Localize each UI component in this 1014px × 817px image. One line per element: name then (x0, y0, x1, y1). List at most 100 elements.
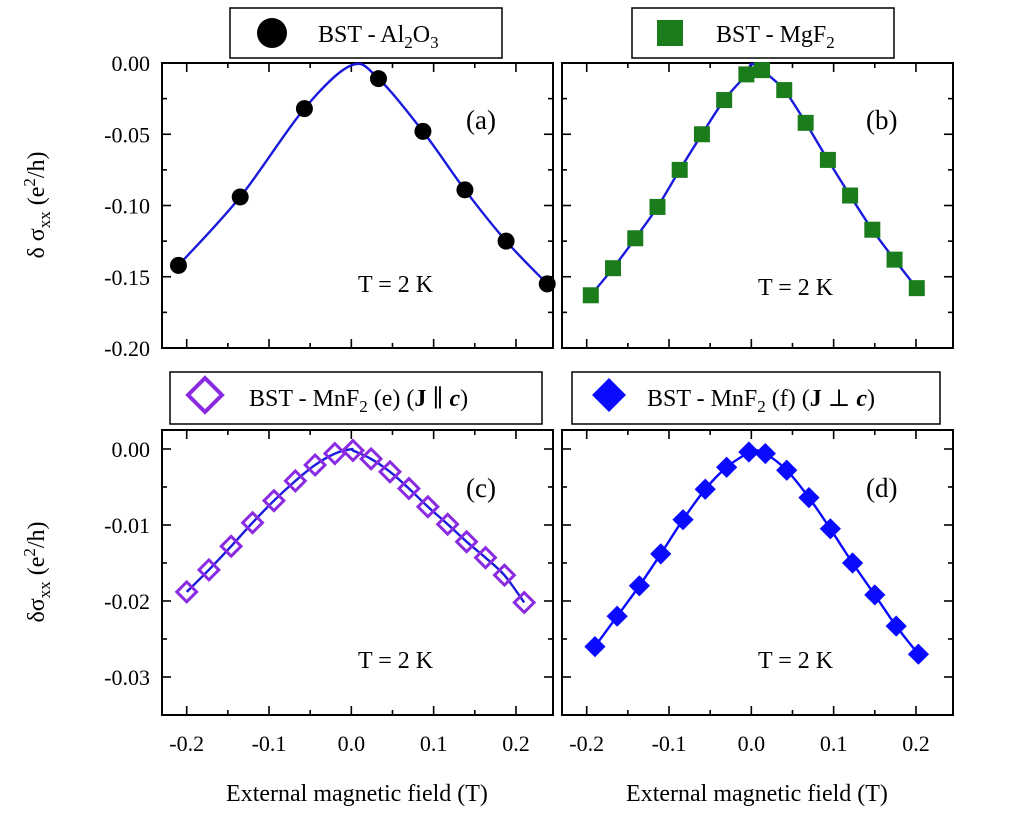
panel-d: -0.2 -0.1 0.0 0.1 0.2 (d) T = 2 K BST - MnF2… (561, 371, 954, 756)
legend-marker-circle (257, 18, 287, 48)
legend-text-d: BST - MnF2 (f) (J ⊥ c) (647, 386, 875, 416)
legend-b-prefix: BST - MgF (716, 22, 826, 48)
data-point-c (359, 446, 384, 471)
legend-c-ital: c (450, 386, 461, 412)
ylabel-top-sup: 2 (20, 178, 39, 187)
x-tick-label: 0.2 (902, 731, 930, 756)
ticks-b (562, 62, 953, 349)
panel-c: 0.00 -0.01 -0.02 -0.03 -0.2 -0.1 0.0 0.1 0.2 (c… (104, 371, 554, 756)
legend-a-sub2: 3 (430, 33, 439, 52)
data-point-a (231, 188, 249, 206)
x-tick-label: -0.1 (652, 731, 687, 756)
legend-d-rel: ⊥ (822, 386, 857, 412)
ytick-labels-c: 0.00 -0.01 -0.02 -0.03 (104, 437, 150, 690)
ylabel-top: δ σxx (e2/h) (20, 151, 54, 258)
data-point-c (473, 545, 498, 570)
ylabel-top-unit-close: /h) (24, 151, 50, 178)
legend-box-c (169, 371, 543, 425)
data-point-c (283, 468, 308, 493)
data-point-c (261, 488, 286, 513)
data-point-c (454, 529, 479, 554)
x-tick-label: -0.2 (569, 731, 604, 756)
data-points-b (582, 62, 925, 304)
data-point-d (907, 643, 930, 665)
data-point-a (497, 232, 515, 250)
legend-c-sub1: 2 (359, 397, 368, 416)
legend-c-rel: ∥ (426, 386, 449, 412)
data-point-b (605, 260, 622, 277)
data-point-c (377, 459, 403, 484)
data-point-b (671, 161, 688, 178)
data-point-c (396, 476, 421, 501)
xtick-labels-c: -0.2 -0.1 0.0 0.1 0.2 (169, 731, 529, 756)
legend-d-ital: c (856, 386, 867, 412)
legend-c: BST - MnF2 (e) (J ∥ c) (169, 371, 543, 425)
temperature-label-b: T = 2 K (758, 275, 834, 301)
y-tick-label: -0.01 (104, 513, 150, 538)
plot-frame-c (161, 429, 554, 716)
fit-curve-a (177, 62, 549, 285)
data-point-d (694, 478, 716, 500)
legend-c-bold: J (414, 386, 426, 412)
data-point-d (584, 635, 606, 658)
y-tick-label: -0.15 (104, 265, 150, 290)
data-point-c (303, 452, 328, 477)
ylabel-top-sub: xx (35, 211, 54, 229)
data-point-b (649, 198, 666, 215)
ylabel-bottom-unit-close: /h) (24, 521, 50, 548)
legend-d-close: ) (867, 386, 875, 412)
legend-d-prefix: BST - MnF (647, 386, 757, 412)
temperature-label-a: T = 2 K (358, 272, 434, 298)
legend-d-after: (f) ( (766, 386, 810, 412)
data-point-b (776, 82, 793, 99)
panel-b: (b) T = 2 K BST - MgF2 (561, 7, 954, 349)
x-tick-label: 0.1 (420, 731, 448, 756)
legend-c-prefix: BST - MnF (249, 386, 359, 412)
legend-marker-square (657, 20, 683, 46)
legend-a-prefix: BST - Al (318, 22, 405, 48)
legend-marker-filled-diamond (592, 378, 626, 412)
data-point-d (819, 518, 841, 540)
data-point-c (322, 441, 347, 466)
data-point-b (908, 280, 925, 297)
legend-c-after: (e) ( (368, 386, 415, 412)
ylabel-bottom-sub: xx (35, 581, 54, 599)
data-point-b (819, 151, 836, 168)
data-point-a (369, 70, 387, 88)
data-point-b (582, 287, 599, 304)
data-point-d (798, 487, 820, 509)
data-point-d (606, 605, 628, 627)
fit-curve-c (185, 447, 526, 604)
legend-c-close: ) (460, 386, 468, 412)
data-points-d (584, 441, 930, 665)
legend-b-sub1: 2 (826, 33, 835, 52)
ticks-a (162, 62, 553, 349)
y-tick-label: 0.00 (112, 437, 151, 462)
data-point-d (754, 442, 776, 465)
panel-label-d: (d) (866, 473, 897, 503)
data-point-d (885, 615, 907, 637)
data-points-c (174, 438, 537, 615)
data-point-c (340, 438, 365, 463)
data-point-d (864, 584, 886, 606)
panel-label-c: (c) (466, 473, 496, 503)
data-point-d (650, 543, 672, 565)
data-point-a (169, 256, 187, 274)
data-point-c (196, 557, 221, 582)
data-points-a (169, 70, 556, 293)
temperature-label-c: T = 2 K (358, 648, 434, 674)
legend-box-d (571, 371, 941, 425)
legend-a: BST - Al2O3 (229, 7, 503, 59)
data-point-b (738, 66, 755, 83)
data-point-b (864, 221, 881, 238)
legend-a-mid: O (413, 22, 430, 48)
legend-marker-open-diamond (185, 375, 225, 415)
ylabel-bottom-prefix: δσ (24, 598, 50, 622)
data-point-d (672, 509, 694, 531)
panel-label-a: (a) (466, 105, 496, 135)
ticks-d (562, 430, 953, 715)
ylabel-top-unit-open: (e (24, 187, 50, 212)
data-point-d (628, 575, 650, 597)
x-tick-label: 0.0 (738, 731, 766, 756)
